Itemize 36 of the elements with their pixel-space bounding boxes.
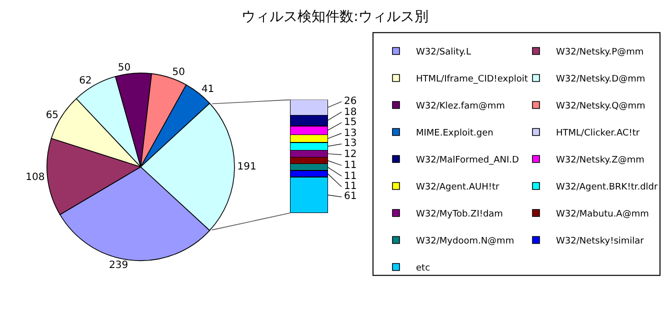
legend-label: MIME.Exploit.gen: [416, 128, 494, 138]
legend-label: W32/Sality.L: [416, 47, 472, 58]
chart-title: ウィルス検知件数:ウィルス別: [242, 8, 428, 25]
data-label: 50: [118, 62, 131, 74]
data-label: 13: [344, 128, 357, 139]
data-label: 41: [201, 84, 214, 96]
legend-label: W32/Mabutu.A@mm: [556, 209, 649, 220]
data-label: 11: [344, 181, 357, 192]
legend-label: W32/Klez.fam@mm: [416, 101, 505, 112]
legend-label: W32/MyTob.ZI!dam: [416, 209, 503, 220]
data-label: 108: [26, 172, 45, 184]
legend-label: HTML/Clicker.AC!tr: [556, 128, 640, 138]
legend-label: W32/Netsky!similar: [556, 236, 644, 246]
legend-label: W32/Agent.AUH!tr: [416, 182, 500, 192]
data-label: 61: [344, 191, 357, 202]
legend-label: W32/Agent.BRK!tr.dldr: [556, 182, 658, 192]
data-label: 18: [344, 107, 357, 118]
legend-label: W32/Netsky.D@mm: [556, 74, 646, 84]
data-label: 12: [344, 149, 357, 160]
legend-label: W32/MalFormed_ANI.D: [416, 155, 519, 166]
data-label: 62: [79, 76, 92, 87]
legend-label: etc: [416, 263, 430, 274]
data-label: 13: [344, 138, 357, 149]
legend-label: W32/Mydoom.N@mm: [416, 236, 514, 246]
data-label: 65: [46, 110, 59, 121]
legend-label: W32/Netsky.Z@mm: [556, 155, 644, 166]
legend-label: W32/Netsky.P@mm: [556, 47, 644, 58]
legend-label: W32/Netsky.Q@mm: [556, 101, 646, 112]
data-label: 11: [344, 160, 357, 171]
data-label: 191: [237, 161, 256, 172]
data-label: 11: [344, 171, 357, 182]
data-label: 15: [344, 117, 357, 128]
data-label: 26: [344, 96, 357, 107]
data-label: 50: [172, 67, 185, 78]
legend-label: HTML/Iframe_CID!exploit: [416, 74, 528, 84]
data-label: 239: [109, 260, 128, 272]
